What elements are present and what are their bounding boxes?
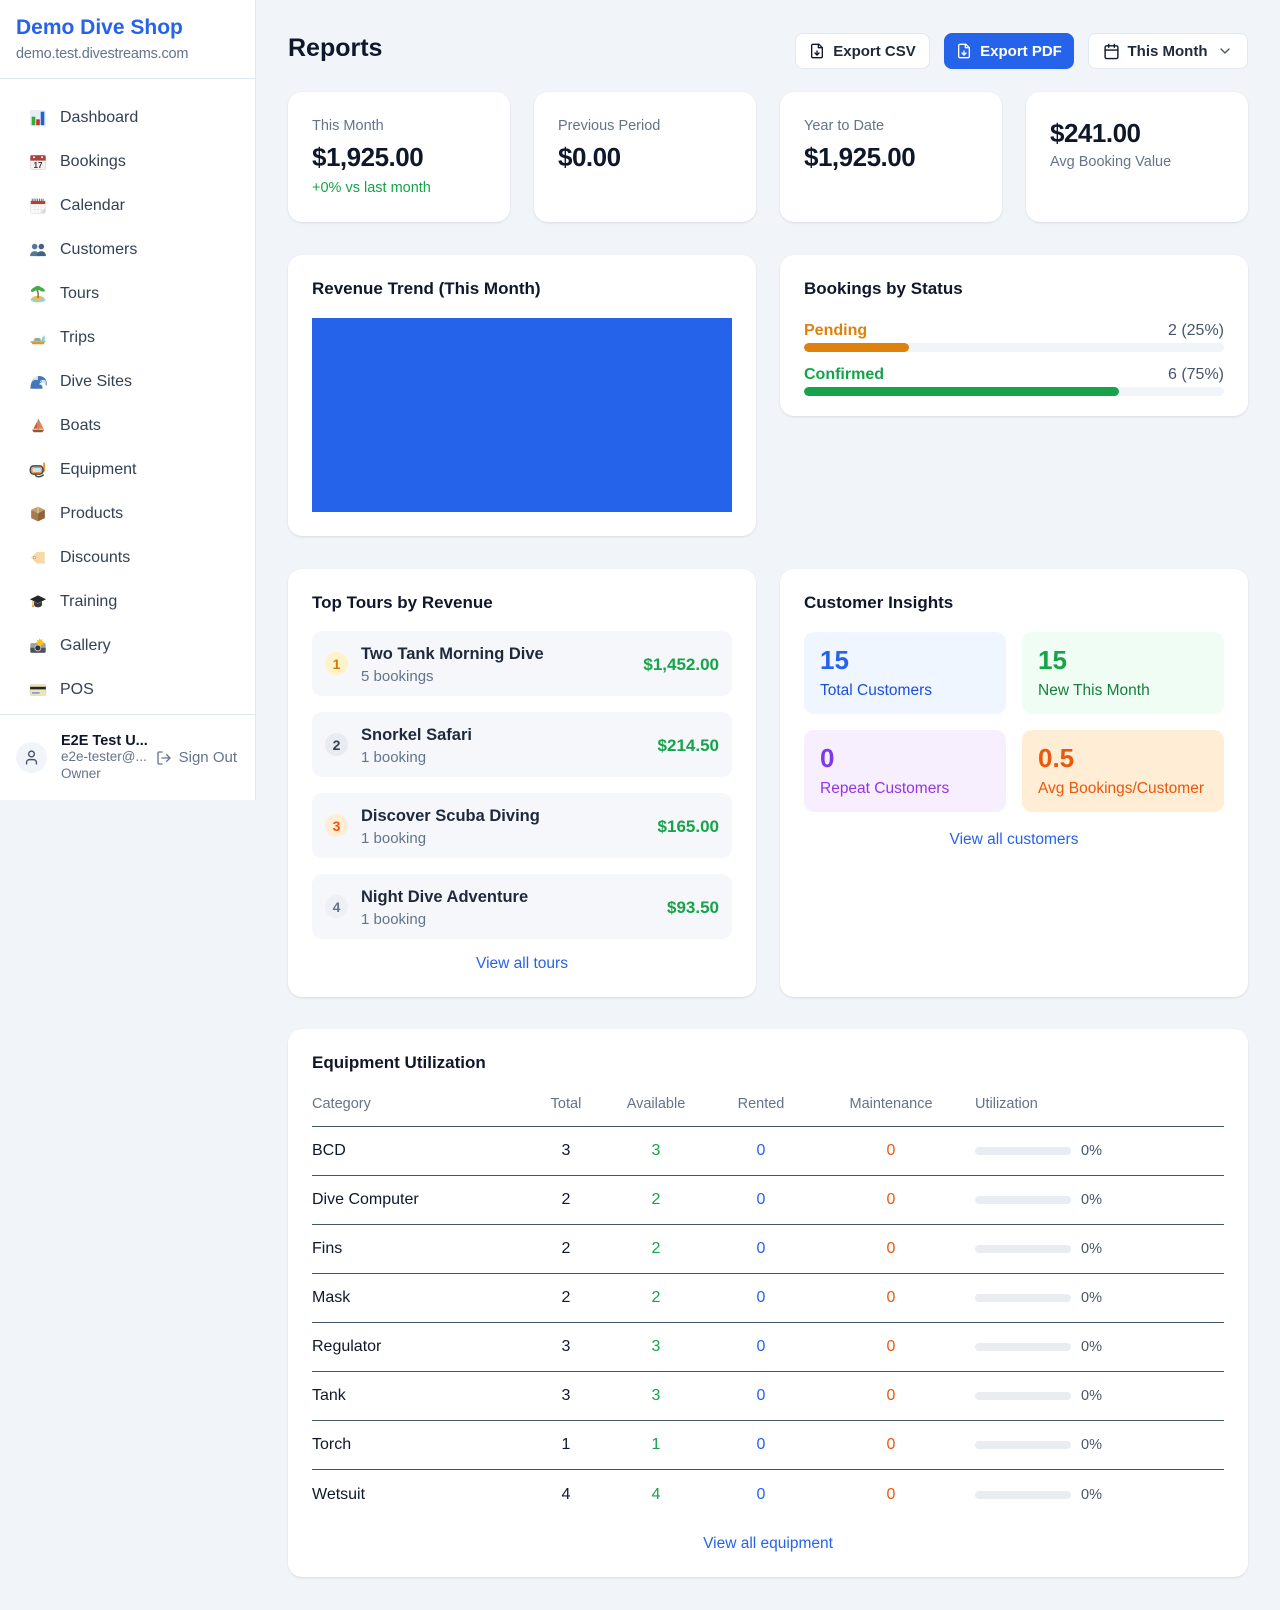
svg-text:17: 17: [34, 161, 43, 170]
